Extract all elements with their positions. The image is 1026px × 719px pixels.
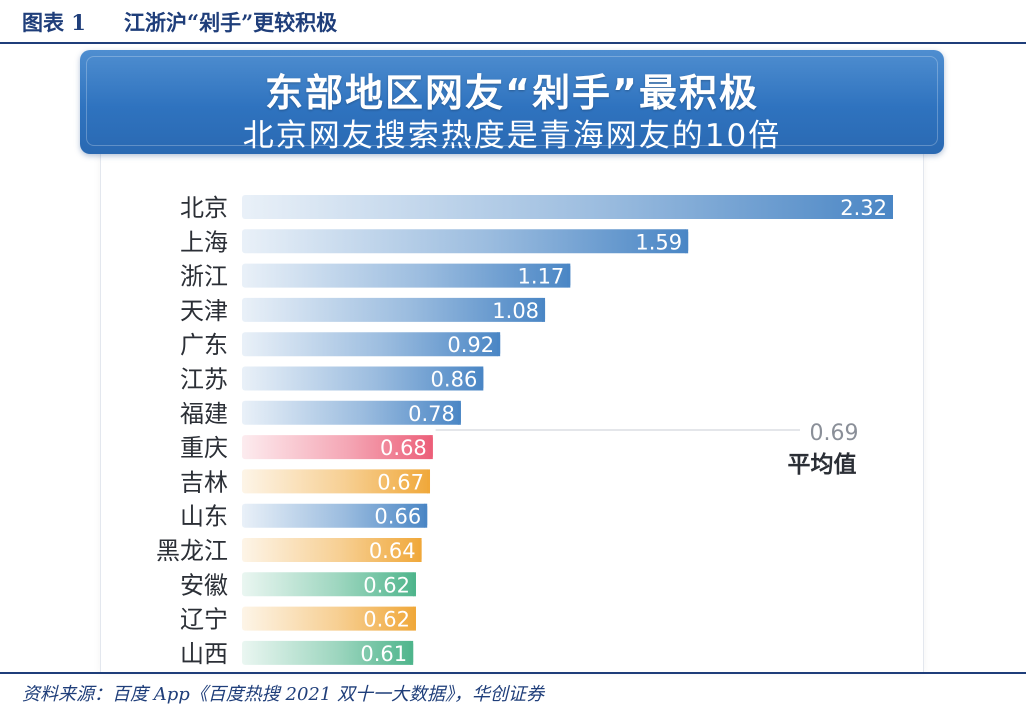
average-text-label: 平均值 [788, 451, 857, 478]
bar [242, 263, 571, 288]
bar [242, 297, 546, 322]
category-label: 吉林 [180, 468, 228, 496]
category-label: 上海 [180, 228, 228, 256]
bar-end-cap [685, 229, 689, 254]
category-label: 山西 [180, 640, 228, 668]
bar [242, 538, 422, 562]
bar [242, 366, 484, 391]
bar-end-cap [542, 297, 546, 322]
bar-value-label: 0.67 [377, 470, 424, 494]
category-label: 天津 [180, 297, 228, 325]
bar [242, 606, 416, 631]
bar-value-label: 1.59 [635, 230, 682, 254]
bar [242, 503, 428, 528]
bar-value-label: 0.62 [363, 608, 410, 632]
category-label: 重庆 [180, 434, 228, 462]
category-label: 福建 [180, 400, 228, 428]
average-value-label: 0.69 [810, 421, 859, 446]
bar [242, 572, 416, 597]
bar-end-cap [410, 640, 414, 665]
bar-value-label: 1.17 [518, 265, 565, 289]
bar-end-cap [497, 332, 501, 357]
category-label: 江苏 [180, 366, 228, 394]
source-note: 资料来源：百度 App《百度热搜 2021 双十一大数据》，华创证券 [22, 684, 545, 705]
bar-end-cap [457, 400, 461, 425]
bar-value-label: 2.32 [840, 196, 887, 220]
category-label: 浙江 [180, 263, 228, 291]
category-label: 山东 [180, 503, 228, 531]
bars-layer: 北京 2.32 上海 1.59 浙江 1.17 天津 1.08 广东 0.92 江苏 0.86 福建 0.… [156, 194, 893, 668]
bar-value-label: 0.92 [447, 333, 494, 357]
chart-banner: 东部地区网友“剁手”最积极 北京网友搜索热度是青海网友的10倍 [80, 50, 944, 154]
bar-end-cap [412, 606, 416, 631]
category-label: 黑龙江 [156, 537, 228, 565]
bar-value-label: 0.66 [374, 505, 421, 529]
bar-end-cap [412, 572, 416, 597]
banner-subheadline: 北京网友搜索热度是青海网友的10倍 [242, 118, 782, 154]
bar [242, 469, 431, 494]
bar-value-label: 0.68 [380, 436, 427, 460]
category-label: 安徽 [180, 571, 228, 599]
bar [242, 332, 501, 357]
bar [242, 229, 689, 254]
bar-end-cap [424, 503, 428, 528]
bar-end-cap [429, 435, 433, 460]
bar-end-cap [427, 469, 431, 494]
bar-value-label: 0.62 [363, 573, 410, 597]
figure-header: 图表 1 江浙沪“剁手”更较积极 [0, 0, 1026, 44]
category-label: 辽宁 [180, 606, 228, 634]
figure-title: 江浙沪“剁手”更较积极 [124, 10, 338, 35]
bar-value-label: 0.61 [360, 642, 407, 666]
bar-end-cap [890, 195, 893, 219]
figure-footer: 资料来源：百度 App《百度热搜 2021 双十一大数据》，华创证券 [0, 672, 1026, 719]
bar-end-cap [567, 263, 571, 288]
category-label: 广东 [180, 331, 228, 359]
bar-end-cap [418, 538, 422, 562]
bar-value-label: 1.08 [492, 299, 539, 323]
category-label: 北京 [180, 194, 228, 222]
banner-headline: 东部地区网友“剁手”最积极 [265, 71, 759, 115]
bar [242, 640, 414, 665]
bar [242, 435, 433, 460]
figure-number: 图表 1 [22, 10, 86, 35]
banner-frame [86, 56, 938, 146]
bar-value-label: 0.86 [431, 368, 478, 392]
bar-value-label: 0.64 [369, 539, 416, 563]
bar [242, 400, 461, 425]
bar-value-label: 0.78 [408, 402, 455, 426]
bar-end-cap [480, 366, 484, 391]
bar [242, 195, 893, 219]
